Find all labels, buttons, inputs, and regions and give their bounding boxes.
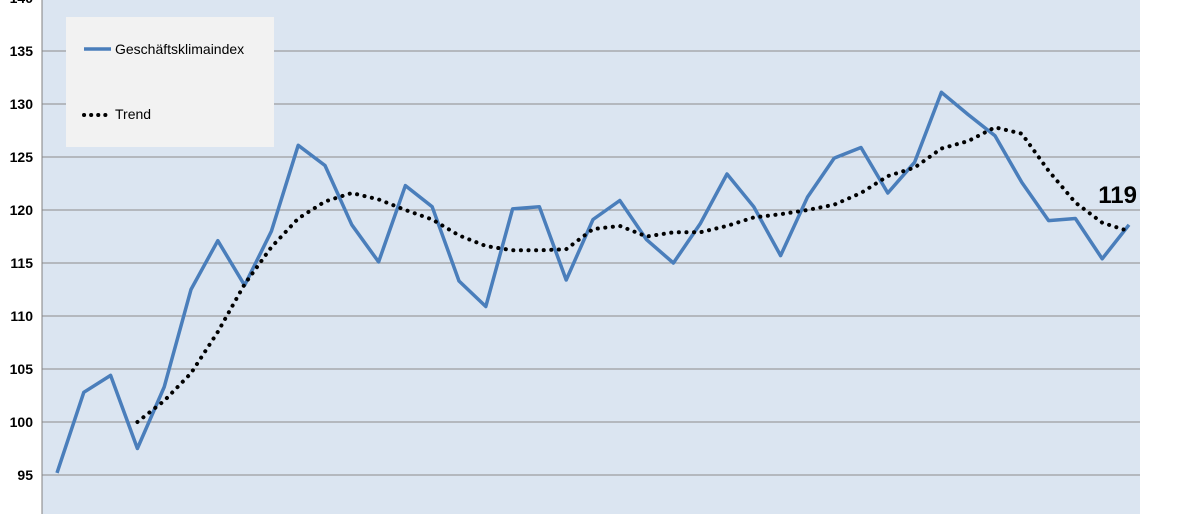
trend-line [135, 125, 1131, 424]
last-value-callout: 119 [1098, 182, 1137, 209]
series-layer [55, 90, 1131, 474]
y-tick-label-140: 140 [10, 0, 34, 6]
index-line [55, 90, 1131, 474]
y-tick-label-130: 130 [10, 96, 34, 112]
y-tick-label-105: 105 [10, 361, 34, 377]
y-tick-label-120: 120 [10, 202, 34, 218]
y-tick-label-125: 125 [10, 149, 34, 165]
legend-label-index: Geschäftsklimaindex [115, 41, 244, 57]
legend-box [66, 17, 274, 147]
y-tick-label-135: 135 [10, 43, 34, 59]
y-tick-label-95: 95 [17, 467, 33, 483]
y-tick-label-100: 100 [10, 414, 34, 430]
y-axis-ticks: 95 100 105 110 115 120 125 130 135 140 [10, 0, 34, 483]
legend: Geschäftsklimaindex Trend [66, 17, 274, 147]
legend-label-trend: Trend [115, 106, 151, 122]
y-tick-label-115: 115 [10, 255, 33, 271]
y-tick-label-110: 110 [10, 308, 33, 324]
